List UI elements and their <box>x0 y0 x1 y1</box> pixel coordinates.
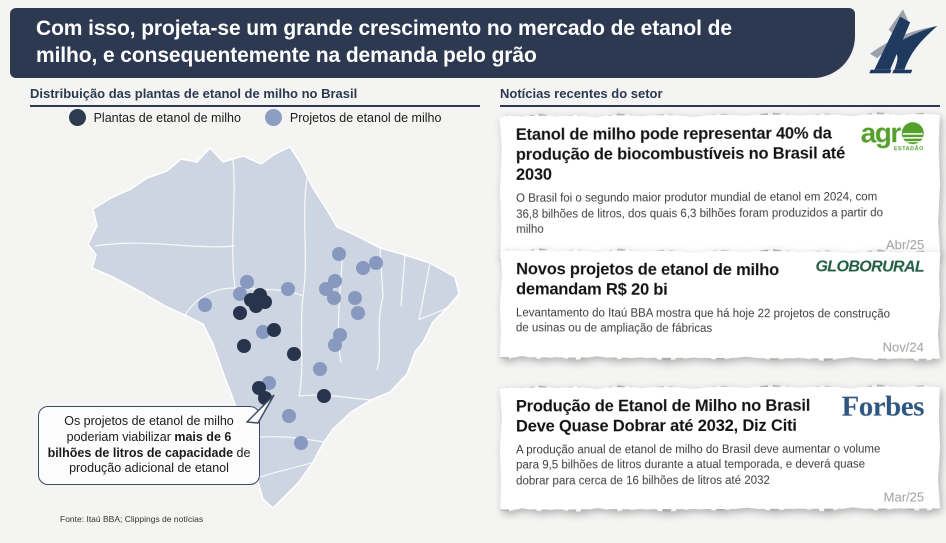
callout-text: de produção adicional de etanol <box>69 445 251 476</box>
news-body: A produção anual de etanol de milho do B… <box>515 443 881 488</box>
source-note: Fonte: Itaú BBA; Clippings de notícias <box>60 514 204 524</box>
project-dot <box>356 261 370 275</box>
plant-dot <box>267 323 281 337</box>
project-dot <box>282 409 296 423</box>
project-dot <box>281 282 295 296</box>
plant-dot <box>317 389 331 403</box>
project-dot <box>369 256 383 270</box>
callout-bubble: Os projetos de etanol de milho poderiam … <box>38 394 275 485</box>
news-date: Nov/24 <box>882 339 924 355</box>
project-dot <box>256 325 270 339</box>
map-legend: Plantas de etanol de milho Projetos de e… <box>30 109 480 126</box>
globo-rural-logo: GLOBORURAL <box>815 258 925 276</box>
project-dot <box>351 306 365 320</box>
project-dot-icon <box>264 109 282 126</box>
legend-item-plants: Plantas de etanol de milho <box>68 109 241 126</box>
title-bar: Com isso, projeta-se um grande crescimen… <box>10 8 855 78</box>
plant-dot <box>258 295 272 309</box>
news-headline: Produção de Etanol de Milho no Brasil De… <box>515 396 811 436</box>
map-dots-layer <box>198 247 383 450</box>
project-dot <box>348 291 362 305</box>
plant-dot-icon <box>68 109 86 126</box>
agro-logo-text: agr <box>860 117 900 149</box>
news-card-globo-rural: Novos projetos de etanol de milho demand… <box>500 247 940 362</box>
news-card-agro: Etanol de milho pode representar 40% da … <box>500 111 941 262</box>
project-dot <box>332 247 346 261</box>
callout-text-bold: mais de 6 bilhões de litros de capacidad… <box>47 429 234 460</box>
agro-globe-icon <box>902 122 924 144</box>
news-headline: Novos projetos de etanol de milho demand… <box>516 260 780 299</box>
agro-estadao-logo: agr ESTADÃO <box>861 119 924 152</box>
news-body: Levantamento do Itaú BBA mostra que há h… <box>515 307 890 336</box>
project-dot <box>233 287 247 301</box>
project-dot <box>319 282 333 296</box>
brand-logo-icon <box>869 9 938 74</box>
news-date: Mar/25 <box>883 489 925 505</box>
project-dot <box>328 274 342 288</box>
callout-text: Os projetos de etanol de milho poderiam … <box>64 414 234 444</box>
news-body: O Brasil foi o segundo maior produtor mu… <box>516 191 884 236</box>
legend-label: Plantas de etanol de milho <box>93 110 241 125</box>
project-dot <box>240 275 254 289</box>
brazil-map-svg <box>87 146 460 509</box>
project-dot <box>198 298 212 312</box>
news-headline: Etanol de milho pode representar 40% da … <box>515 124 846 185</box>
news-card-forbes: Produção de Etanol de Milho no Brasil De… <box>500 383 940 513</box>
legend-item-projects: Projetos de etanol de milho <box>264 109 442 126</box>
right-section-header: Notícias recentes do setor <box>500 86 940 107</box>
brazil-map <box>85 138 475 520</box>
plant-dot <box>237 339 251 353</box>
project-dot <box>327 291 341 305</box>
project-dot <box>328 338 342 352</box>
forbes-logo: Forbes <box>841 390 924 423</box>
page-title: Com isso, projeta-se um grande crescimen… <box>36 17 732 67</box>
plant-dot <box>233 306 247 320</box>
project-dot <box>313 362 327 376</box>
left-section-header: Distribuição das plantas de etanol de mi… <box>30 86 480 107</box>
project-dot <box>294 436 308 450</box>
state-borders <box>94 159 448 479</box>
legend-label: Projetos de etanol de milho <box>289 110 442 125</box>
plant-dot <box>287 347 301 361</box>
callout-tail-icon <box>246 394 275 424</box>
